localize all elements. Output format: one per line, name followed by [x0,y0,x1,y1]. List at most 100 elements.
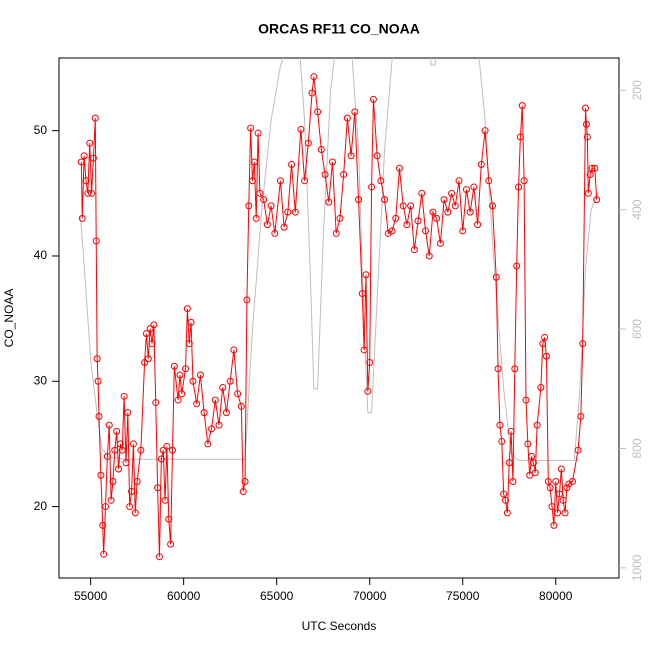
data-point [105,421,113,429]
data-point [99,521,107,529]
data-point [425,252,433,260]
data-point [131,509,139,517]
plot-frame [58,57,620,579]
data-point [100,550,108,558]
data-point [187,318,195,326]
data-point [245,202,253,210]
data-point [116,440,124,448]
data-point [176,371,184,379]
data-point [531,469,539,477]
data-point [366,358,374,366]
data-point [414,217,422,225]
data-point [82,177,90,185]
data-point [557,465,565,473]
data-point [109,478,117,486]
data-point [583,133,591,141]
data-point [248,177,256,185]
data-point [368,183,376,191]
data-point [260,196,268,204]
data-point [577,412,585,420]
data-point [448,189,456,197]
data-point [552,478,560,486]
data-point [513,262,521,270]
x-tick-label: 55000 [74,589,108,603]
y-axis-label: CO_NOAA [2,289,16,348]
data-point [271,229,279,237]
data-point [488,202,496,210]
data-point [128,488,136,496]
data-point [304,139,312,147]
data-point [588,164,596,172]
data-point [88,189,96,197]
data-point [163,442,171,450]
data-point [219,384,227,392]
data-point [541,333,549,341]
data-point [516,133,524,141]
y-tick-label: 20 [34,499,48,513]
data-point [86,139,94,147]
data-point [167,540,175,548]
plot-area [77,58,601,561]
data-point [118,446,126,454]
data-point [325,198,333,206]
data-point [548,503,556,511]
data-point [126,503,134,511]
data-point [554,509,562,517]
data-point [559,496,567,504]
data-point [369,95,377,103]
data-point [502,496,510,504]
data-point [440,196,448,204]
data-point [336,214,344,222]
data-point [496,421,504,429]
data-point [503,509,511,517]
data-point [122,459,130,467]
data-point [522,396,530,404]
data-point [95,412,103,420]
data-point [511,365,519,373]
data-point [92,237,100,245]
data-point [498,437,506,445]
data-point [308,89,316,97]
data-point [364,387,372,395]
data-point [332,229,340,237]
data-point [142,330,150,338]
data-point [115,465,123,473]
data-point [80,152,88,160]
x-tick-label: 60000 [167,589,201,603]
data-point [157,455,165,463]
data-point [351,108,359,116]
x-tick-label: 70000 [353,589,387,603]
data-point [226,377,234,385]
x-tick-label: 80000 [539,589,573,603]
data-point [395,164,403,172]
data-point [204,440,212,448]
data-point [582,104,590,112]
data-point [436,239,444,247]
data-point [89,154,97,162]
data-point [241,478,249,486]
data-point [111,446,119,454]
data-point [129,440,137,448]
data-point [477,161,485,169]
x-tick-label: 65000 [260,589,294,603]
data-point [144,355,152,363]
data-point [544,478,552,486]
data-point [481,127,489,135]
data-point [459,227,467,235]
data-point [208,425,216,433]
data-point [297,125,305,133]
data-point [237,402,245,410]
data-point [168,446,176,454]
data-point [141,358,149,366]
data-point [485,177,493,185]
data-point [317,145,325,153]
data-point [586,171,594,179]
data-point [340,171,348,179]
data-point [550,521,558,529]
data-point [102,503,110,511]
data-point [256,189,264,197]
data-point [492,273,500,281]
data-point [328,158,336,166]
data-point [321,171,329,179]
